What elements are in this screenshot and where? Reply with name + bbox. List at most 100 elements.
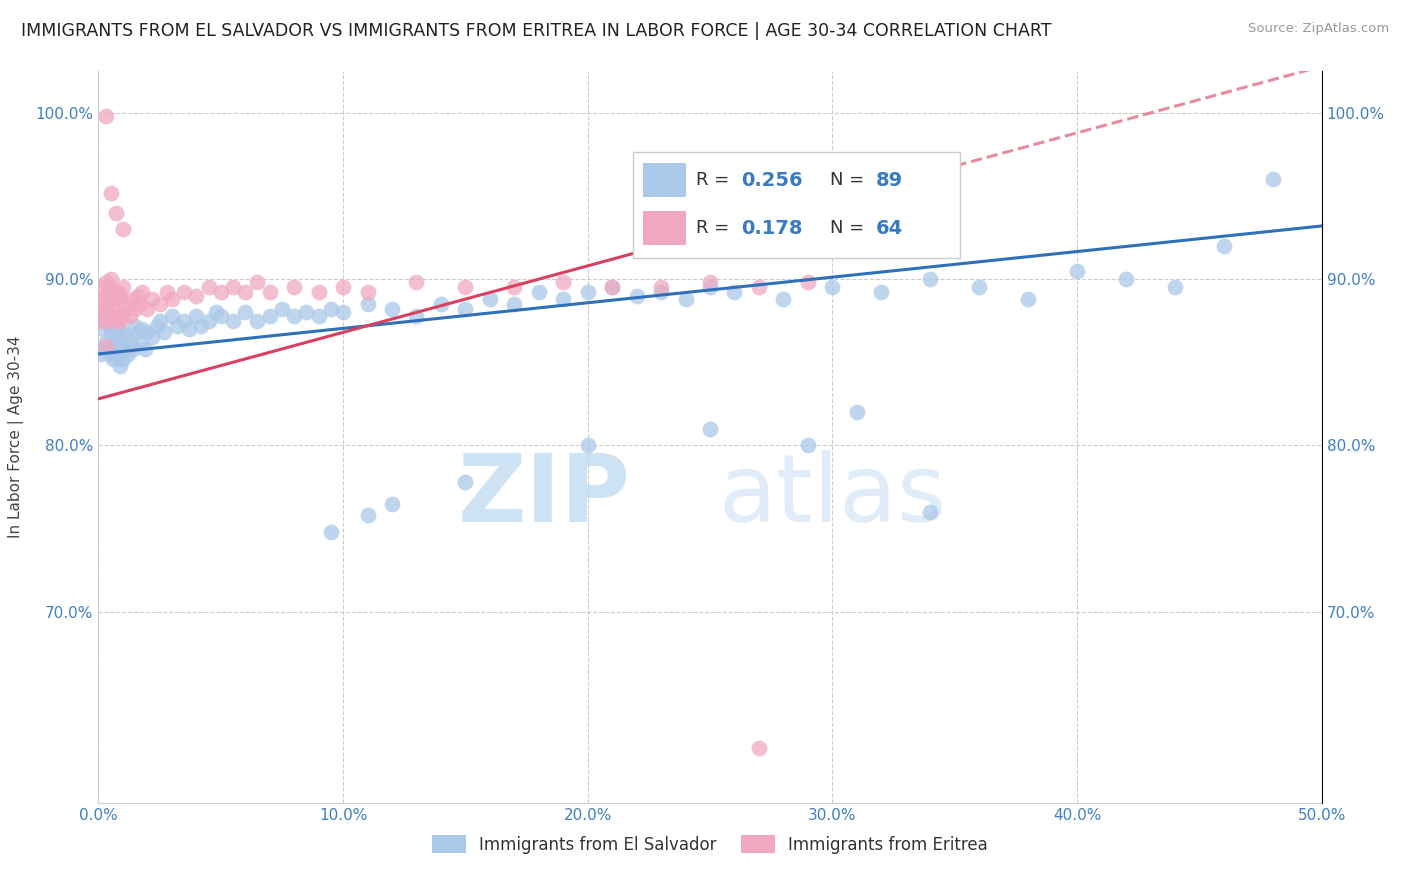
Point — [114, 330, 136, 344]
Point — [94, 289, 117, 303]
Point — [129, 335, 152, 350]
Text: R =: R = — [696, 219, 734, 237]
Point — [699, 422, 721, 436]
Point — [90, 347, 112, 361]
Text: atlas: atlas — [718, 450, 946, 541]
Point — [107, 309, 129, 323]
Point — [259, 285, 281, 300]
Text: N =: N = — [830, 171, 869, 189]
Point — [205, 305, 228, 319]
Point — [107, 351, 129, 366]
Point — [1115, 272, 1137, 286]
Point — [553, 292, 575, 306]
Text: ZIP: ZIP — [457, 450, 630, 541]
Point — [626, 289, 648, 303]
Point — [160, 292, 183, 306]
Text: R =: R = — [696, 171, 734, 189]
Bar — [643, 163, 686, 197]
Point — [111, 351, 134, 366]
Point — [149, 297, 172, 311]
Point — [100, 272, 122, 286]
Point — [209, 285, 232, 300]
Point — [153, 326, 176, 340]
FancyBboxPatch shape — [633, 152, 960, 258]
Point — [222, 314, 245, 328]
Point — [107, 322, 129, 336]
Text: 0.178: 0.178 — [741, 219, 803, 238]
Point — [1212, 239, 1234, 253]
Point — [319, 301, 342, 317]
Point — [156, 285, 179, 300]
Point — [967, 280, 990, 294]
Point — [177, 322, 200, 336]
Point — [110, 289, 132, 303]
Point — [90, 314, 112, 328]
Text: N =: N = — [830, 219, 869, 237]
Point — [94, 314, 117, 328]
Point — [381, 301, 404, 317]
Point — [503, 280, 526, 294]
Point — [111, 280, 134, 294]
Point — [356, 285, 378, 300]
Point — [332, 280, 354, 294]
Point — [101, 318, 124, 333]
Point — [94, 301, 117, 317]
Point — [283, 280, 305, 294]
Point — [97, 280, 120, 294]
Point — [94, 276, 117, 290]
Point — [131, 285, 153, 300]
Point — [270, 301, 294, 317]
Point — [97, 314, 120, 328]
Point — [104, 314, 127, 328]
Point — [748, 740, 770, 755]
Point — [1164, 280, 1187, 294]
Point — [600, 280, 623, 294]
Point — [197, 314, 219, 328]
Point — [127, 326, 149, 340]
Point — [920, 272, 942, 286]
Point — [576, 438, 599, 452]
Point — [101, 285, 124, 300]
Point — [295, 305, 318, 319]
Point — [308, 285, 330, 300]
Point — [97, 338, 120, 352]
Point — [1017, 292, 1039, 306]
Point — [100, 347, 122, 361]
Point — [90, 301, 112, 317]
Point — [136, 301, 159, 317]
Point — [699, 276, 721, 290]
Point — [190, 318, 212, 333]
Point — [110, 335, 132, 350]
Point — [160, 309, 183, 323]
Text: Source: ZipAtlas.com: Source: ZipAtlas.com — [1249, 22, 1389, 36]
Point — [149, 314, 172, 328]
Point — [319, 524, 342, 539]
Point — [100, 186, 122, 200]
Point — [120, 335, 142, 350]
Point — [134, 342, 156, 356]
Point — [104, 330, 127, 344]
Point — [553, 276, 575, 290]
Point — [111, 326, 134, 340]
Point — [97, 297, 120, 311]
Point — [91, 322, 114, 336]
Point — [246, 276, 269, 290]
Point — [111, 309, 134, 323]
Point — [699, 280, 721, 294]
Point — [381, 497, 404, 511]
Point — [129, 297, 152, 311]
Point — [121, 292, 143, 306]
Point — [101, 351, 124, 366]
Point — [107, 285, 129, 300]
Point — [405, 309, 427, 323]
Point — [131, 322, 153, 336]
Point — [114, 342, 136, 356]
Point — [1261, 172, 1284, 186]
Point — [111, 222, 134, 236]
Point — [114, 301, 136, 317]
Point — [166, 318, 188, 333]
Point — [870, 285, 893, 300]
Point — [100, 292, 122, 306]
Point — [94, 335, 117, 350]
Point — [91, 292, 114, 306]
